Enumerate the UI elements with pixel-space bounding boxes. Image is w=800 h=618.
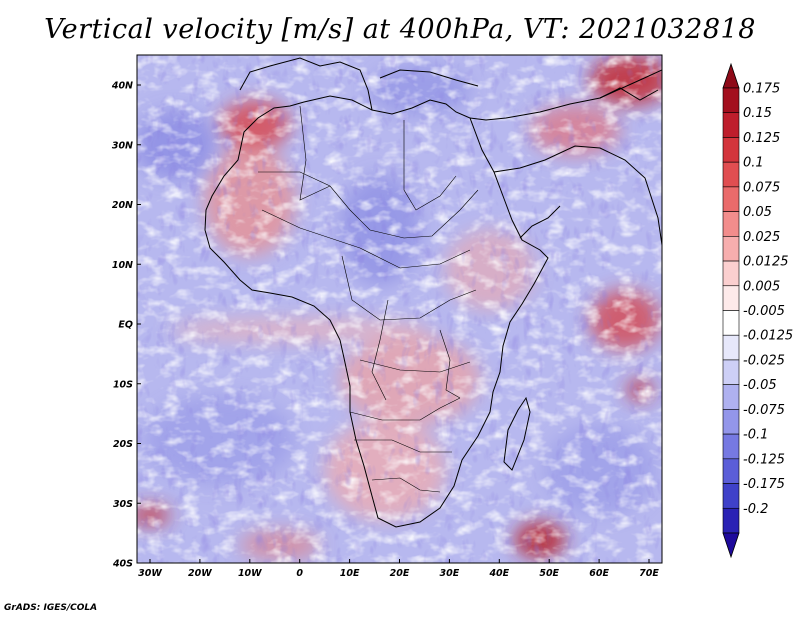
colorbar-swatch — [722, 310, 740, 336]
colorbar-swatch — [722, 260, 740, 287]
lat-label: EQ — [118, 320, 133, 331]
colorbar-swatch — [722, 87, 740, 114]
plot-title: Vertical velocity [m/s] at 400hPa, VT: 2… — [44, 14, 756, 45]
colorbar-label: -0.125 — [743, 452, 785, 467]
grads-credit: GrADS: IGES/COLA — [4, 603, 98, 613]
colorbar-label: 0.05 — [743, 205, 772, 220]
colorbar-swatch — [722, 359, 740, 385]
colorbar: 0.175 0.15 0.125 0.1 0.075 0.05 0.025 0.0125 0.0… — [722, 62, 793, 559]
colorbar-label: -0.2 — [743, 502, 768, 517]
colorbar-swatch — [722, 137, 740, 163]
lon-label: 30W — [138, 568, 162, 579]
colorbar-swatch — [722, 161, 740, 188]
lat-label: 20N — [112, 200, 133, 211]
axis-labels: 30W 20W 10W 0 10E 20E 30E 40E 50E 60E 70E 40N 30N 20N… — [111, 81, 660, 580]
lon-label: 0 — [296, 568, 303, 579]
coastlines — [204, 57, 662, 528]
colorbar-label: 0.075 — [743, 180, 780, 195]
lon-label: 40E — [488, 568, 509, 579]
lon-label: 20W — [188, 568, 212, 579]
colorbar-label: -0.05 — [743, 378, 777, 393]
colorbar-swatch — [722, 285, 740, 311]
lat-label: 10N — [112, 260, 133, 271]
colorbar-label: -0.175 — [743, 477, 785, 492]
lat-label: 10S — [113, 379, 133, 390]
colorbar-label: -0.075 — [743, 403, 785, 418]
lon-label: 10E — [340, 568, 360, 579]
colorbar-label: -0.025 — [743, 353, 785, 368]
lat-label: 40S — [112, 559, 133, 570]
lon-label: 30E — [440, 568, 460, 579]
colorbar-swatch — [722, 186, 740, 212]
colorbar-label: 0.025 — [743, 230, 780, 245]
lon-label: 50E — [539, 568, 559, 579]
colorbar-label: 0.175 — [743, 82, 780, 97]
lat-label: 30N — [112, 140, 133, 151]
colorbar-label: 0.005 — [743, 279, 780, 294]
colorbar-swatch — [722, 409, 740, 435]
colorbar-swatch — [722, 433, 740, 460]
colorbar-swatch — [722, 384, 740, 410]
colorbar-swatch — [722, 334, 740, 361]
lat-label: 20S — [113, 439, 133, 450]
country-borders — [258, 105, 479, 493]
colorbar-label: -0.0125 — [743, 329, 793, 344]
lon-label: 60E — [589, 568, 609, 579]
lat-label: 30S — [113, 499, 133, 510]
colorbar-swatch — [722, 211, 740, 237]
colorbar-swatch — [722, 483, 740, 509]
colorbar-label: 0.0125 — [743, 255, 789, 270]
colorbar-label: 0.15 — [743, 106, 772, 121]
colorbar-label: -0.005 — [743, 304, 785, 319]
colorbar-label: -0.1 — [743, 428, 768, 443]
velocity-field — [137, 55, 662, 563]
lon-label: 10W — [238, 568, 262, 579]
colorbar-swatch — [722, 507, 740, 534]
lon-label: 70E — [639, 568, 659, 579]
colorbar-label: 0.1 — [743, 156, 764, 171]
colorbar-swatch — [722, 458, 740, 484]
lon-label: 20E — [390, 568, 410, 579]
colorbar-swatch — [722, 236, 740, 262]
colorbar-swatch — [722, 112, 740, 138]
lat-label: 40N — [111, 81, 133, 92]
colorbar-label: 0.125 — [743, 131, 780, 146]
colorbar-top-arrow — [722, 62, 740, 89]
colorbar-bottom-arrow — [722, 532, 740, 559]
